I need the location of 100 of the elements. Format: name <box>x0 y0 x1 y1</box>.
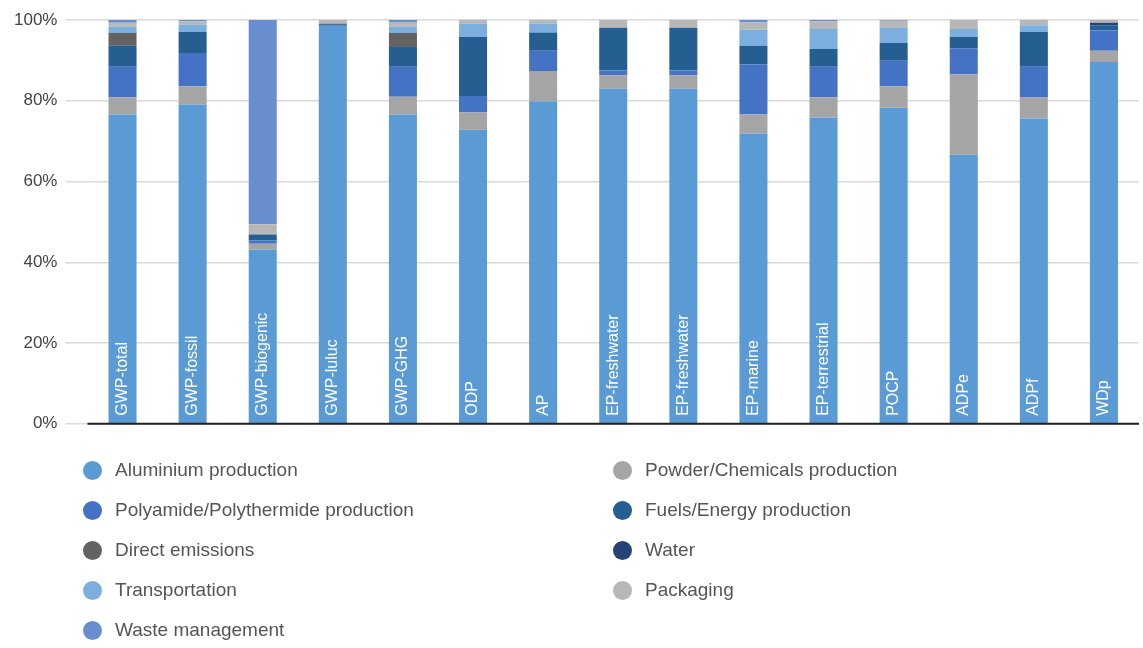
bar <box>318 25 347 424</box>
legend-label: Transportation <box>115 579 237 601</box>
bar <box>108 114 137 424</box>
bar <box>879 60 908 87</box>
bar <box>459 95 488 113</box>
bar <box>459 112 488 130</box>
x-tick-label: EP-marine <box>743 340 761 416</box>
bar <box>1019 118 1048 424</box>
bar <box>459 36 488 96</box>
bar <box>529 50 558 71</box>
bar <box>879 20 908 28</box>
bar <box>1019 25 1048 33</box>
bar <box>1019 66 1048 98</box>
bar <box>178 104 207 424</box>
bar <box>248 234 277 241</box>
y-tick-label: 20% <box>23 332 58 352</box>
bar <box>669 70 698 76</box>
bar <box>739 45 768 65</box>
bar <box>739 114 768 134</box>
y-tick-label: 60% <box>23 171 58 191</box>
legend-label: Powder/Chemicals production <box>645 459 898 481</box>
bar <box>388 114 417 424</box>
bar <box>388 22 417 27</box>
bar <box>388 26 417 33</box>
bar <box>949 28 978 37</box>
y-tick-label: 100% <box>14 9 58 29</box>
bar <box>459 23 488 37</box>
x-tick-label: ADPf <box>1024 377 1042 416</box>
bar <box>599 20 628 28</box>
x-tick-label: GWP-biogenic <box>253 312 271 416</box>
bar <box>809 66 838 98</box>
bar <box>879 86 908 108</box>
y-tick-label: 40% <box>23 251 58 271</box>
bar <box>599 70 628 76</box>
bar <box>388 32 417 48</box>
bar <box>879 27 908 44</box>
x-tick-label: GWP-total <box>112 342 130 416</box>
bar <box>1089 30 1118 51</box>
bar <box>599 75 628 89</box>
x-tick-label: EP-freshwater <box>673 313 691 416</box>
bar <box>739 64 768 115</box>
bar <box>108 22 137 27</box>
x-tick-label: GWP-fossil <box>183 335 201 416</box>
bar <box>809 117 838 424</box>
bar <box>178 32 207 54</box>
bar <box>529 70 558 102</box>
bar <box>388 96 417 115</box>
legend-label: Waste management <box>115 619 285 641</box>
legend-label: Fuels/Energy production <box>645 499 851 521</box>
bar <box>108 45 137 67</box>
legend-label: Direct emissions <box>115 539 255 561</box>
bar <box>1019 97 1048 119</box>
bar <box>879 107 908 424</box>
bar <box>388 20 417 23</box>
bar <box>809 28 838 50</box>
bar <box>669 20 698 28</box>
legend-label: Aluminium production <box>115 459 298 481</box>
bar <box>459 20 488 24</box>
bar <box>108 32 137 46</box>
x-tick-label: EP-terrestrial <box>813 322 831 416</box>
bar <box>599 27 628 71</box>
bar <box>1089 25 1118 31</box>
bar <box>1089 50 1118 62</box>
bar <box>809 21 838 29</box>
bar <box>108 66 137 98</box>
bar <box>739 133 768 424</box>
y-tick-label: 0% <box>32 413 58 433</box>
bar <box>809 49 838 67</box>
bar <box>248 240 277 244</box>
bar <box>108 20 137 23</box>
bar <box>669 75 698 89</box>
bar <box>739 22 768 30</box>
bar <box>529 23 558 33</box>
bar <box>248 243 277 250</box>
bar <box>178 86 207 105</box>
legend-label: Packaging <box>645 579 734 601</box>
bar <box>1019 20 1048 26</box>
x-tick-label: GWP-luluc <box>323 339 341 416</box>
bar <box>1019 32 1048 67</box>
bar <box>949 20 978 29</box>
bar <box>949 36 978 49</box>
bar <box>248 20 277 225</box>
x-tick-label: AP <box>533 394 551 416</box>
x-tick-label: WDp <box>1094 380 1112 416</box>
bar <box>459 129 488 424</box>
bar <box>529 32 558 51</box>
x-tick-label: EP-freshwater <box>603 313 621 416</box>
bar <box>178 24 207 33</box>
bar <box>529 101 558 424</box>
bar <box>739 29 768 46</box>
bar <box>669 27 698 71</box>
bar <box>108 26 137 33</box>
legend-label: Polyamide/Polythermide production <box>115 499 414 521</box>
bar <box>949 154 978 424</box>
bar <box>1089 62 1118 424</box>
bar <box>669 88 698 424</box>
bar <box>949 48 978 75</box>
bar <box>248 224 277 235</box>
bar <box>388 66 417 97</box>
x-tick-label: GWP-GHG <box>393 335 411 416</box>
